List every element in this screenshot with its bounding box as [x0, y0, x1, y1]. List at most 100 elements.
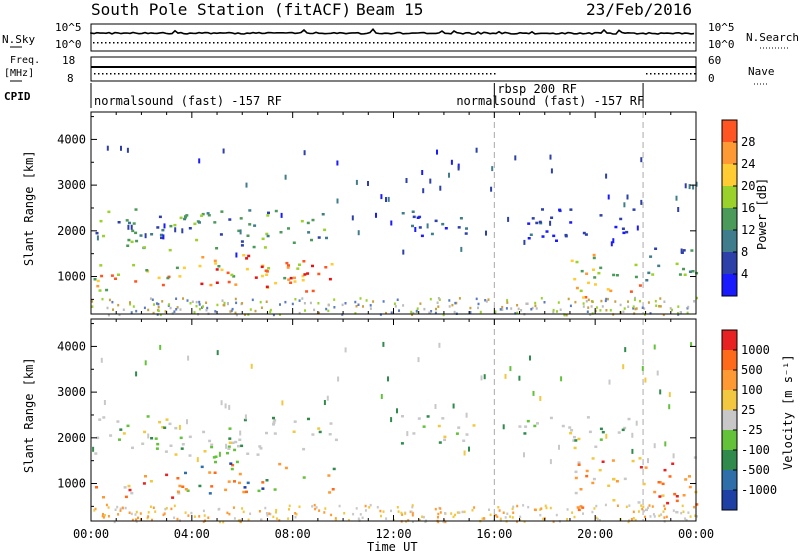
- data-cell: [584, 233, 588, 236]
- ground-scatter-cell: [327, 303, 330, 307]
- power-colorbar-swatch: [722, 230, 737, 253]
- ground-scatter-cell: [355, 305, 358, 308]
- nsearch-dot: [401, 42, 403, 44]
- ground-scatter-cell: [333, 306, 336, 309]
- data-cell: [541, 208, 544, 211]
- nsearch-dot: [269, 42, 271, 44]
- scatter-point: [284, 174, 287, 180]
- data-cell: [130, 240, 134, 244]
- data-cell: [533, 424, 537, 428]
- ground-scatter-cell: [654, 299, 657, 303]
- ground-scatter-cell: [396, 506, 399, 509]
- ground-scatter-cell: [404, 512, 407, 515]
- nave-dot: [326, 73, 328, 75]
- scatter-point: [225, 443, 228, 449]
- ground-scatter-cell: [341, 313, 344, 316]
- data-cell: [245, 490, 248, 494]
- ground-scatter-cell: [235, 301, 238, 305]
- ground-scatter-cell: [294, 512, 297, 515]
- nsearch-dot: [317, 42, 319, 44]
- nsearch-dot: [685, 42, 687, 44]
- ground-scatter-cell: [291, 302, 294, 306]
- ground-scatter-cell: [131, 518, 134, 522]
- data-cell: [307, 417, 310, 421]
- nsky-top-tick: 10^5: [55, 21, 82, 34]
- data-cell: [570, 259, 574, 263]
- data-cell: [248, 223, 252, 226]
- data-cell: [214, 455, 218, 458]
- data-cell: [215, 268, 219, 271]
- data-cell: [573, 446, 577, 450]
- nave-dot: [358, 73, 360, 75]
- data-cell: [285, 261, 289, 265]
- ground-scatter-cell: [489, 513, 492, 517]
- ground-scatter-cell: [170, 507, 173, 511]
- ground-scatter-cell: [552, 310, 555, 314]
- ground-scatter-cell: [665, 515, 668, 519]
- nsearch-dot: [625, 42, 627, 44]
- ground-scatter-cell: [633, 298, 636, 301]
- data-cell: [184, 216, 188, 219]
- nsearch-dot: [189, 42, 191, 44]
- scatter-point: [196, 457, 199, 463]
- data-cell: [639, 466, 643, 469]
- data-cell: [443, 435, 447, 439]
- data-cell: [161, 283, 165, 287]
- data-cell: [179, 436, 183, 440]
- ground-scatter-cell: [625, 505, 628, 509]
- nave-dot: [146, 73, 148, 75]
- ground-scatter-cell: [511, 516, 514, 519]
- scatter-point: [181, 228, 184, 234]
- ground-scatter-cell: [202, 509, 205, 513]
- nave-dot: [274, 73, 276, 75]
- velocity-colorbar-tick-label: -1000: [741, 483, 777, 497]
- ground-scatter-cell: [91, 305, 94, 308]
- nave-dot: [486, 73, 488, 75]
- data-cell: [168, 422, 172, 426]
- data-cell: [574, 476, 578, 480]
- nsearch-dot: [661, 42, 663, 44]
- nsearch-dot: [445, 42, 447, 44]
- ground-scatter-cell: [640, 504, 643, 507]
- data-cell: [207, 214, 211, 217]
- nave-dot: [178, 73, 180, 75]
- scatter-point: [218, 451, 221, 457]
- nsearch-dot: [185, 42, 187, 44]
- velocity-colorbar-tick-label: 25: [741, 403, 755, 417]
- ground-scatter-cell: [563, 313, 566, 317]
- nsearch-dot: [437, 42, 439, 44]
- nsky-trace: [90, 27, 695, 44]
- data-cell: [301, 274, 305, 278]
- ground-scatter-cell: [361, 516, 364, 519]
- data-cell: [695, 271, 699, 275]
- data-cell: [328, 433, 332, 436]
- nsearch-dot: [441, 42, 443, 44]
- data-cell: [301, 279, 305, 282]
- nsearch-dot: [233, 42, 235, 44]
- data-cell: [232, 275, 236, 278]
- power-panel: 1000 2000 3000 4000: [57, 111, 699, 317]
- ground-scatter-cell: [171, 312, 174, 315]
- nsearch-dot: [637, 42, 639, 44]
- ground-scatter-cell: [641, 306, 644, 309]
- nave-dot: [122, 73, 124, 75]
- scatter-point: [387, 196, 390, 202]
- nave-dot: [166, 73, 168, 75]
- ground-scatter-cell: [288, 504, 291, 508]
- scatter-point: [280, 212, 283, 218]
- data-cell: [198, 221, 201, 224]
- ground-scatter-cell: [241, 302, 244, 305]
- ground-scatter-cell: [589, 313, 592, 316]
- scatter-point: [402, 249, 405, 255]
- ground-scatter-cell: [344, 302, 347, 305]
- data-cell: [594, 283, 597, 286]
- data-cell: [293, 276, 296, 280]
- x-tick-label: 16:00: [476, 527, 512, 541]
- data-cell: [614, 225, 618, 229]
- nsearch-dot: [577, 42, 579, 44]
- ground-scatter-cell: [672, 509, 675, 512]
- data-cell: [412, 215, 416, 219]
- data-cell: [203, 450, 207, 453]
- ground-scatter-cell: [559, 308, 562, 311]
- scatter-point: [351, 215, 354, 221]
